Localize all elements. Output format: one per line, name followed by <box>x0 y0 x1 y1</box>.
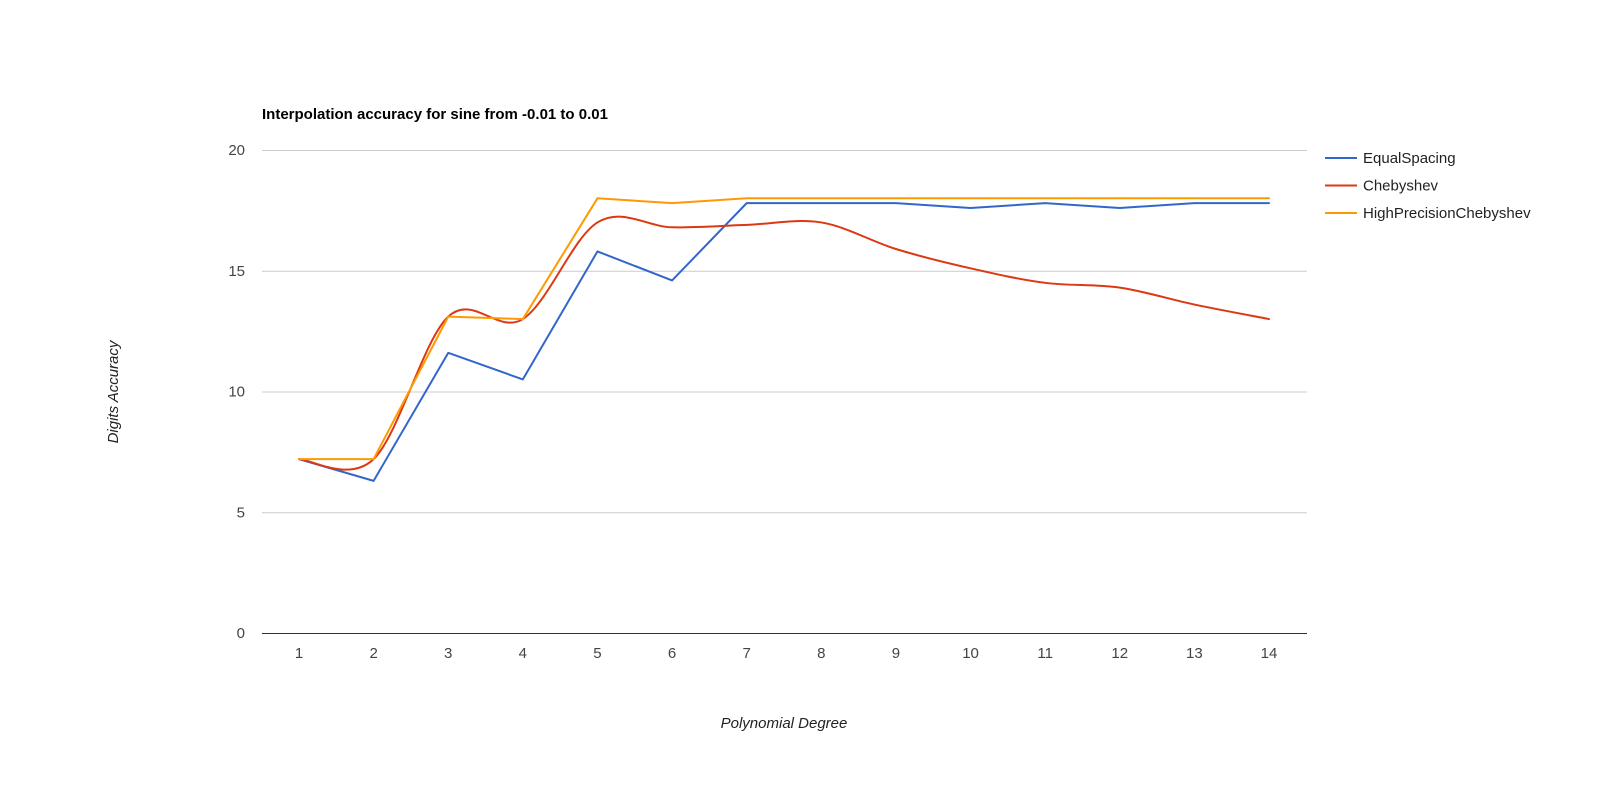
x-tick-label: 13 <box>1186 645 1203 662</box>
x-axis-tick-labels: 1 2 3 4 5 6 7 8 9 10 11 12 13 14 <box>295 645 1278 662</box>
y-tick-label: 10 <box>228 384 245 401</box>
legend: EqualSpacing Chebyshev HighPrecisionChebys… <box>1325 150 1531 222</box>
x-tick-label: 2 <box>369 645 377 662</box>
x-tick-label: 12 <box>1111 645 1128 662</box>
y-tick-label: 15 <box>228 263 245 280</box>
y-tick-label: 5 <box>237 504 245 521</box>
x-tick-label: 4 <box>519 645 527 662</box>
y-tick-label: 0 <box>237 625 245 642</box>
y-tick-label: 20 <box>228 142 245 159</box>
x-tick-label: 9 <box>892 645 900 662</box>
x-tick-label: 8 <box>817 645 825 662</box>
x-axis-title: Polynomial Degree <box>721 715 848 732</box>
x-tick-label: 3 <box>444 645 452 662</box>
chart-title: Interpolation accuracy for sine from -0.… <box>262 106 608 123</box>
legend-label: HighPrecisionChebyshev <box>1363 205 1531 222</box>
y-axis-tick-labels: 0 5 10 15 20 <box>228 142 245 642</box>
series-line-equalspacing <box>298 202 1270 482</box>
y-axis-title: Digits Accuracy <box>105 339 122 443</box>
series-line-chebyshev <box>298 215 1270 471</box>
x-tick-label: 5 <box>593 645 601 662</box>
x-tick-label: 11 <box>1037 645 1053 662</box>
x-tick-label: 10 <box>962 645 979 662</box>
x-tick-label: 1 <box>295 645 303 662</box>
gridlines <box>262 150 1307 514</box>
legend-label: EqualSpacing <box>1363 150 1456 167</box>
x-tick-label: 14 <box>1261 645 1278 662</box>
x-tick-label: 6 <box>668 645 676 662</box>
series-lines <box>298 197 1270 482</box>
x-tick-label: 7 <box>743 645 751 662</box>
series-line-highprecisionchebyshev <box>298 197 1270 461</box>
legend-label: Chebyshev <box>1363 178 1439 195</box>
